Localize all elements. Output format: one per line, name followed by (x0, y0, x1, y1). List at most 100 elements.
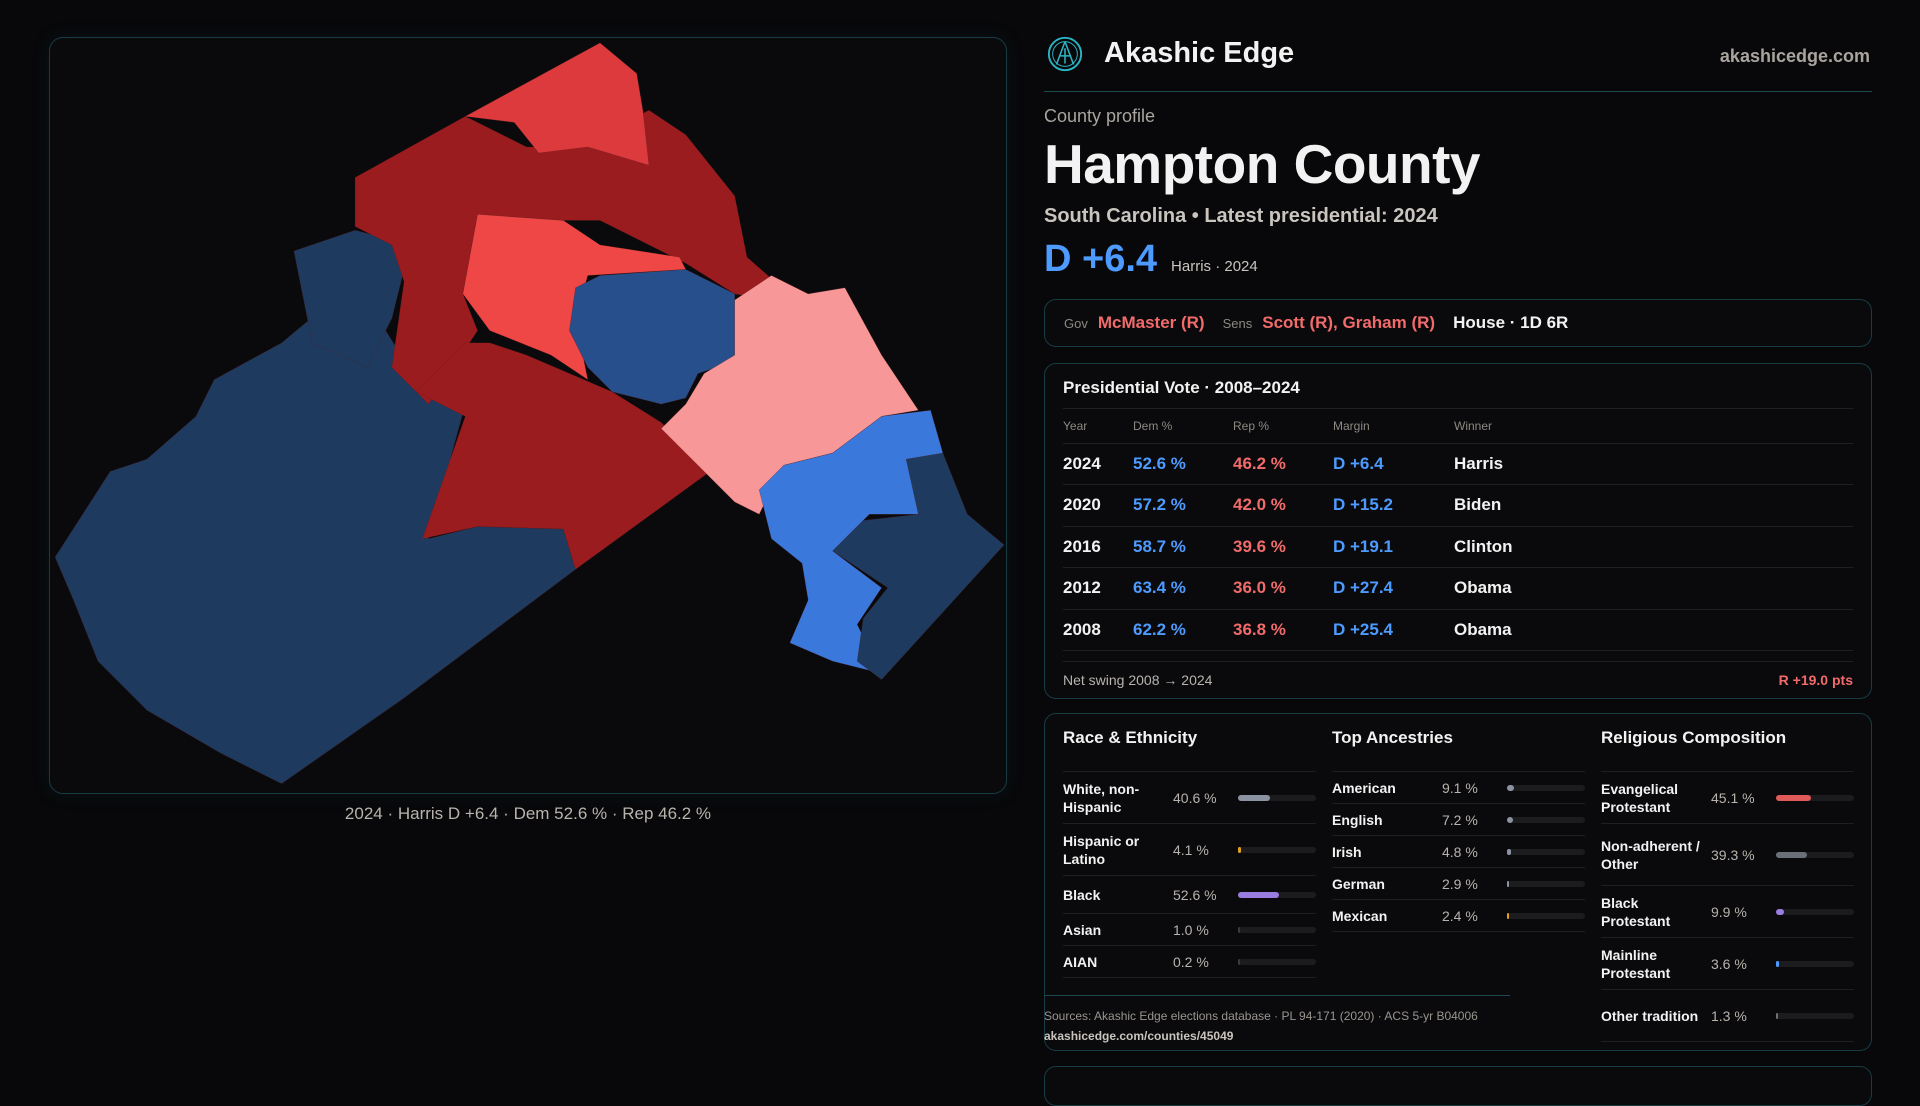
item-bar-fill (1776, 908, 1784, 915)
swing-label: Net swing 2008 → 2024 (1063, 672, 1213, 688)
col-header: Winner (1454, 409, 1853, 444)
ancestry-row: American 9.1 % (1332, 772, 1585, 804)
governor: McMaster (R) (1097, 313, 1205, 332)
latest-margin: D +6.4 Harris · 2024 (1044, 238, 1258, 281)
race-row: White, non-Hispanic 40.6 % (1063, 772, 1316, 824)
item-bar (1238, 794, 1316, 801)
table-cell: Harris (1454, 443, 1853, 485)
item-bar (1507, 848, 1585, 855)
item-name: German (1332, 875, 1385, 892)
table-cell: 58.7 % (1133, 526, 1233, 568)
card-title: Presidential Vote · 2008–2024 (1063, 378, 1853, 409)
religion-column: Religious Composition Evangelical Protest… (1601, 728, 1854, 1042)
demographics-card: Race & Ethnicity White, non-Hispanic 40.6 … (1044, 713, 1872, 1051)
table-cell: 42.0 % (1233, 484, 1333, 527)
margin-value: D +6.4 (1044, 238, 1158, 280)
item-bar-fill (1238, 958, 1240, 965)
precinct-far-southeast[interactable] (832, 452, 1005, 680)
item-bar-fill (1776, 1012, 1778, 1019)
precinct-northwest-lobe[interactable] (293, 229, 411, 368)
officials-bar: Gov McMaster (R) Sens Scott (R), Graham … (1044, 299, 1872, 347)
item-value: 52.6 % (1173, 886, 1217, 903)
item-value: 39.3 % (1711, 846, 1755, 863)
item-bar-fill (1507, 784, 1515, 791)
page-subtitle: South Carolina • Latest presidential: 20… (1044, 205, 1438, 227)
item-bar (1776, 960, 1854, 967)
page-title: Hampton County (1044, 133, 1481, 195)
sens-label: Sens (1222, 315, 1253, 331)
religion-row: Black Protestant 9.9 % (1601, 886, 1854, 938)
religion-row: Other tradition 1.3 % (1601, 990, 1854, 1042)
table-cell: 2012 (1063, 567, 1133, 610)
net-swing: Net swing 2008 → 2024 R +19.0 pts (1063, 661, 1853, 688)
item-value: 2.9 % (1442, 875, 1478, 892)
table-cell: 52.6 % (1133, 443, 1233, 485)
table-cell: Obama (1454, 567, 1853, 610)
sources-link[interactable]: akashicedge.com/counties/45049 (1044, 1029, 1234, 1043)
item-value: 4.8 % (1442, 843, 1478, 860)
race-title: Race & Ethnicity (1063, 728, 1316, 772)
item-bar (1507, 816, 1585, 823)
item-bar-fill (1507, 816, 1513, 823)
sources-text: Sources: Akashic Edge elections database… (1044, 1009, 1478, 1023)
site-link[interactable]: akashicedge.com (1719, 46, 1870, 66)
item-bar (1507, 784, 1585, 791)
item-bar-fill (1507, 912, 1509, 919)
gov-label: Gov (1064, 315, 1088, 331)
item-name: Evangelical Protestant (1601, 780, 1679, 815)
col-header: Dem % (1133, 409, 1233, 444)
item-bar (1238, 846, 1316, 853)
table-cell: 36.8 % (1233, 609, 1333, 651)
race-row: AIAN 0.2 % (1063, 946, 1316, 978)
col-header: Year (1063, 409, 1133, 444)
precinct-north[interactable] (464, 42, 650, 166)
county-precinct-map[interactable] (0, 0, 1920, 1080)
table-cell: 62.2 % (1133, 609, 1233, 651)
ancestry-column: Top Ancestries American 9.1 % English 7.2 % I… (1332, 728, 1585, 1042)
item-value: 4.1 % (1173, 841, 1209, 858)
table-cell: D +6.4 (1333, 443, 1454, 485)
item-bar (1238, 926, 1316, 933)
item-value: 2.4 % (1442, 907, 1478, 924)
item-bar (1776, 1012, 1854, 1019)
table-cell: 36.0 % (1233, 567, 1333, 610)
table-cell: D +15.2 (1333, 484, 1454, 527)
precinct-west[interactable] (54, 281, 576, 784)
item-bar (1238, 958, 1316, 965)
item-bar (1507, 912, 1585, 919)
item-value: 1.0 % (1173, 921, 1209, 938)
item-bar-fill (1238, 846, 1242, 853)
table-row: 2012 63.4 % 36.0 % D +27.4 Obama (1063, 567, 1853, 610)
precinct-center-blue[interactable] (569, 269, 735, 405)
ancestry-row: English 7.2 % (1332, 804, 1585, 836)
item-name: AIAN (1063, 953, 1098, 970)
item-value: 45.1 % (1711, 789, 1755, 806)
margin-note: Harris · 2024 (1171, 258, 1258, 275)
item-name: Non-adherent / Other (1601, 837, 1700, 872)
table-cell: 2008 (1063, 609, 1133, 651)
table-cell: D +19.1 (1333, 526, 1454, 568)
item-name: English (1332, 811, 1383, 828)
item-name: White, non-Hispanic (1063, 780, 1140, 815)
item-name: Other tradition (1601, 1007, 1699, 1024)
map-caption: 2024 · Harris D +6.4 · Dem 52.6 % · Rep … (344, 804, 712, 823)
brand-name: Akashic Edge (1104, 37, 1295, 69)
table-cell: 57.2 % (1133, 484, 1233, 527)
item-bar-fill (1776, 851, 1807, 858)
col-header: Rep % (1233, 409, 1333, 444)
swing-value: R +19.0 pts (1778, 672, 1853, 688)
item-bar-fill (1776, 960, 1779, 967)
race-row: Black 52.6 % (1063, 876, 1316, 914)
akashic-logo-icon (1047, 36, 1083, 71)
religion-title: Religious Composition (1601, 728, 1854, 772)
table-cell: Biden (1454, 484, 1853, 527)
ancestry-row: German 2.9 % (1332, 868, 1585, 900)
presidential-table: Year Dem % Rep % Margin Winner 2024 52.6 … (1063, 409, 1853, 651)
item-value: 3.6 % (1711, 955, 1747, 972)
header: Akashic Edge akashicedge.com (1044, 36, 1872, 92)
next-card (1044, 1066, 1872, 1106)
table-row: 2016 58.7 % 39.6 % D +19.1 Clinton (1063, 526, 1853, 568)
item-bar-fill (1238, 891, 1280, 898)
item-name: Black (1063, 886, 1101, 903)
ancestry-row: Irish 4.8 % (1332, 836, 1585, 868)
